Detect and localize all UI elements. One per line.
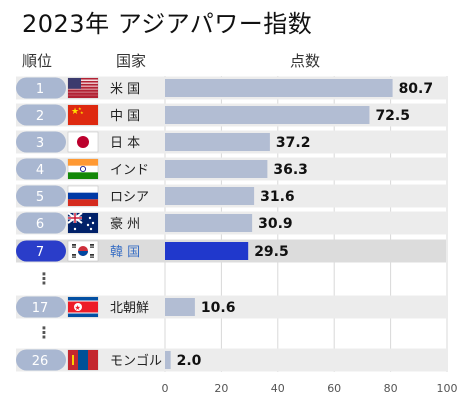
rank-label: 26 [32, 354, 49, 369]
rank-label: 7 [36, 245, 44, 260]
bar [165, 133, 270, 151]
data-label: 37.2 [276, 135, 311, 151]
x-tick-label: 40 [271, 382, 285, 395]
country-label: 中 国 [110, 109, 140, 124]
rank-pill [16, 296, 66, 318]
svg-text:★: ★ [71, 107, 79, 117]
russia-flag [67, 185, 99, 207]
bar [165, 298, 195, 316]
rank-header: 順位 [22, 52, 53, 70]
bar [165, 351, 171, 369]
points-header: 点数 [290, 52, 321, 70]
data-label: 72.5 [375, 108, 410, 124]
row-background [16, 295, 446, 319]
bar [165, 160, 268, 178]
rank-label: 3 [36, 136, 44, 151]
rank-pill [16, 77, 66, 99]
gap-ellipsis: ⋮ [36, 323, 52, 342]
japan-flag [67, 131, 99, 153]
x-tick-label: 60 [327, 382, 341, 395]
bar [165, 242, 249, 260]
data-label: 80.7 [399, 81, 434, 97]
data-label: 31.6 [260, 189, 295, 205]
chart-title: 2023年 アジアパワー指数 [22, 10, 313, 38]
rank-pill [16, 212, 66, 234]
data-label: 29.5 [254, 244, 289, 260]
bar [165, 187, 255, 205]
rank-pill [16, 104, 66, 126]
india-flag [67, 158, 99, 180]
country-label: 日 本 [110, 136, 140, 151]
rank-pill [16, 240, 66, 262]
country-label: インド [110, 163, 149, 178]
data-label: 2.0 [177, 353, 202, 369]
bar [165, 79, 393, 97]
row-background [16, 348, 446, 372]
country-label: 韓 国 [110, 245, 140, 260]
north-korea-flag: ★ [67, 296, 99, 318]
svg-text:★: ★ [78, 106, 82, 111]
rank-label: 2 [36, 109, 44, 124]
data-label: 30.9 [258, 216, 293, 232]
rank-pill [16, 131, 66, 153]
rank-pill [16, 185, 66, 207]
australia-flag [67, 212, 99, 234]
x-tick-label: 20 [214, 382, 228, 395]
svg-text:★: ★ [80, 110, 84, 115]
rank-label: 5 [36, 190, 44, 205]
x-tick-label: 100 [437, 382, 458, 395]
svg-text:★: ★ [75, 304, 81, 312]
china-flag: ★★★ [67, 104, 99, 126]
bar [165, 214, 253, 232]
data-label: 10.6 [201, 300, 236, 316]
country-label: 米 国 [110, 82, 140, 97]
rank-label: 1 [36, 82, 44, 97]
mongolia-flag [67, 349, 99, 371]
south-korea-flag [67, 240, 99, 262]
us-flag [67, 77, 99, 99]
country-label: 北朝鮮 [110, 301, 149, 316]
rank-label: 4 [36, 163, 44, 178]
rank-label: 6 [36, 217, 44, 232]
country-header: 国家 [116, 52, 147, 70]
x-tick-label: 80 [384, 382, 398, 395]
bar [165, 106, 370, 124]
rank-pill [16, 158, 66, 180]
country-label: 豪 州 [110, 216, 140, 232]
country-label: ロシア [110, 190, 149, 205]
x-tick-label: 0 [162, 382, 169, 395]
data-label: 36.3 [273, 162, 308, 178]
gap-ellipsis: ⋮ [36, 269, 52, 288]
country-label: モンゴル [110, 353, 162, 369]
rank-label: 17 [32, 301, 49, 316]
rank-pill [16, 349, 66, 371]
